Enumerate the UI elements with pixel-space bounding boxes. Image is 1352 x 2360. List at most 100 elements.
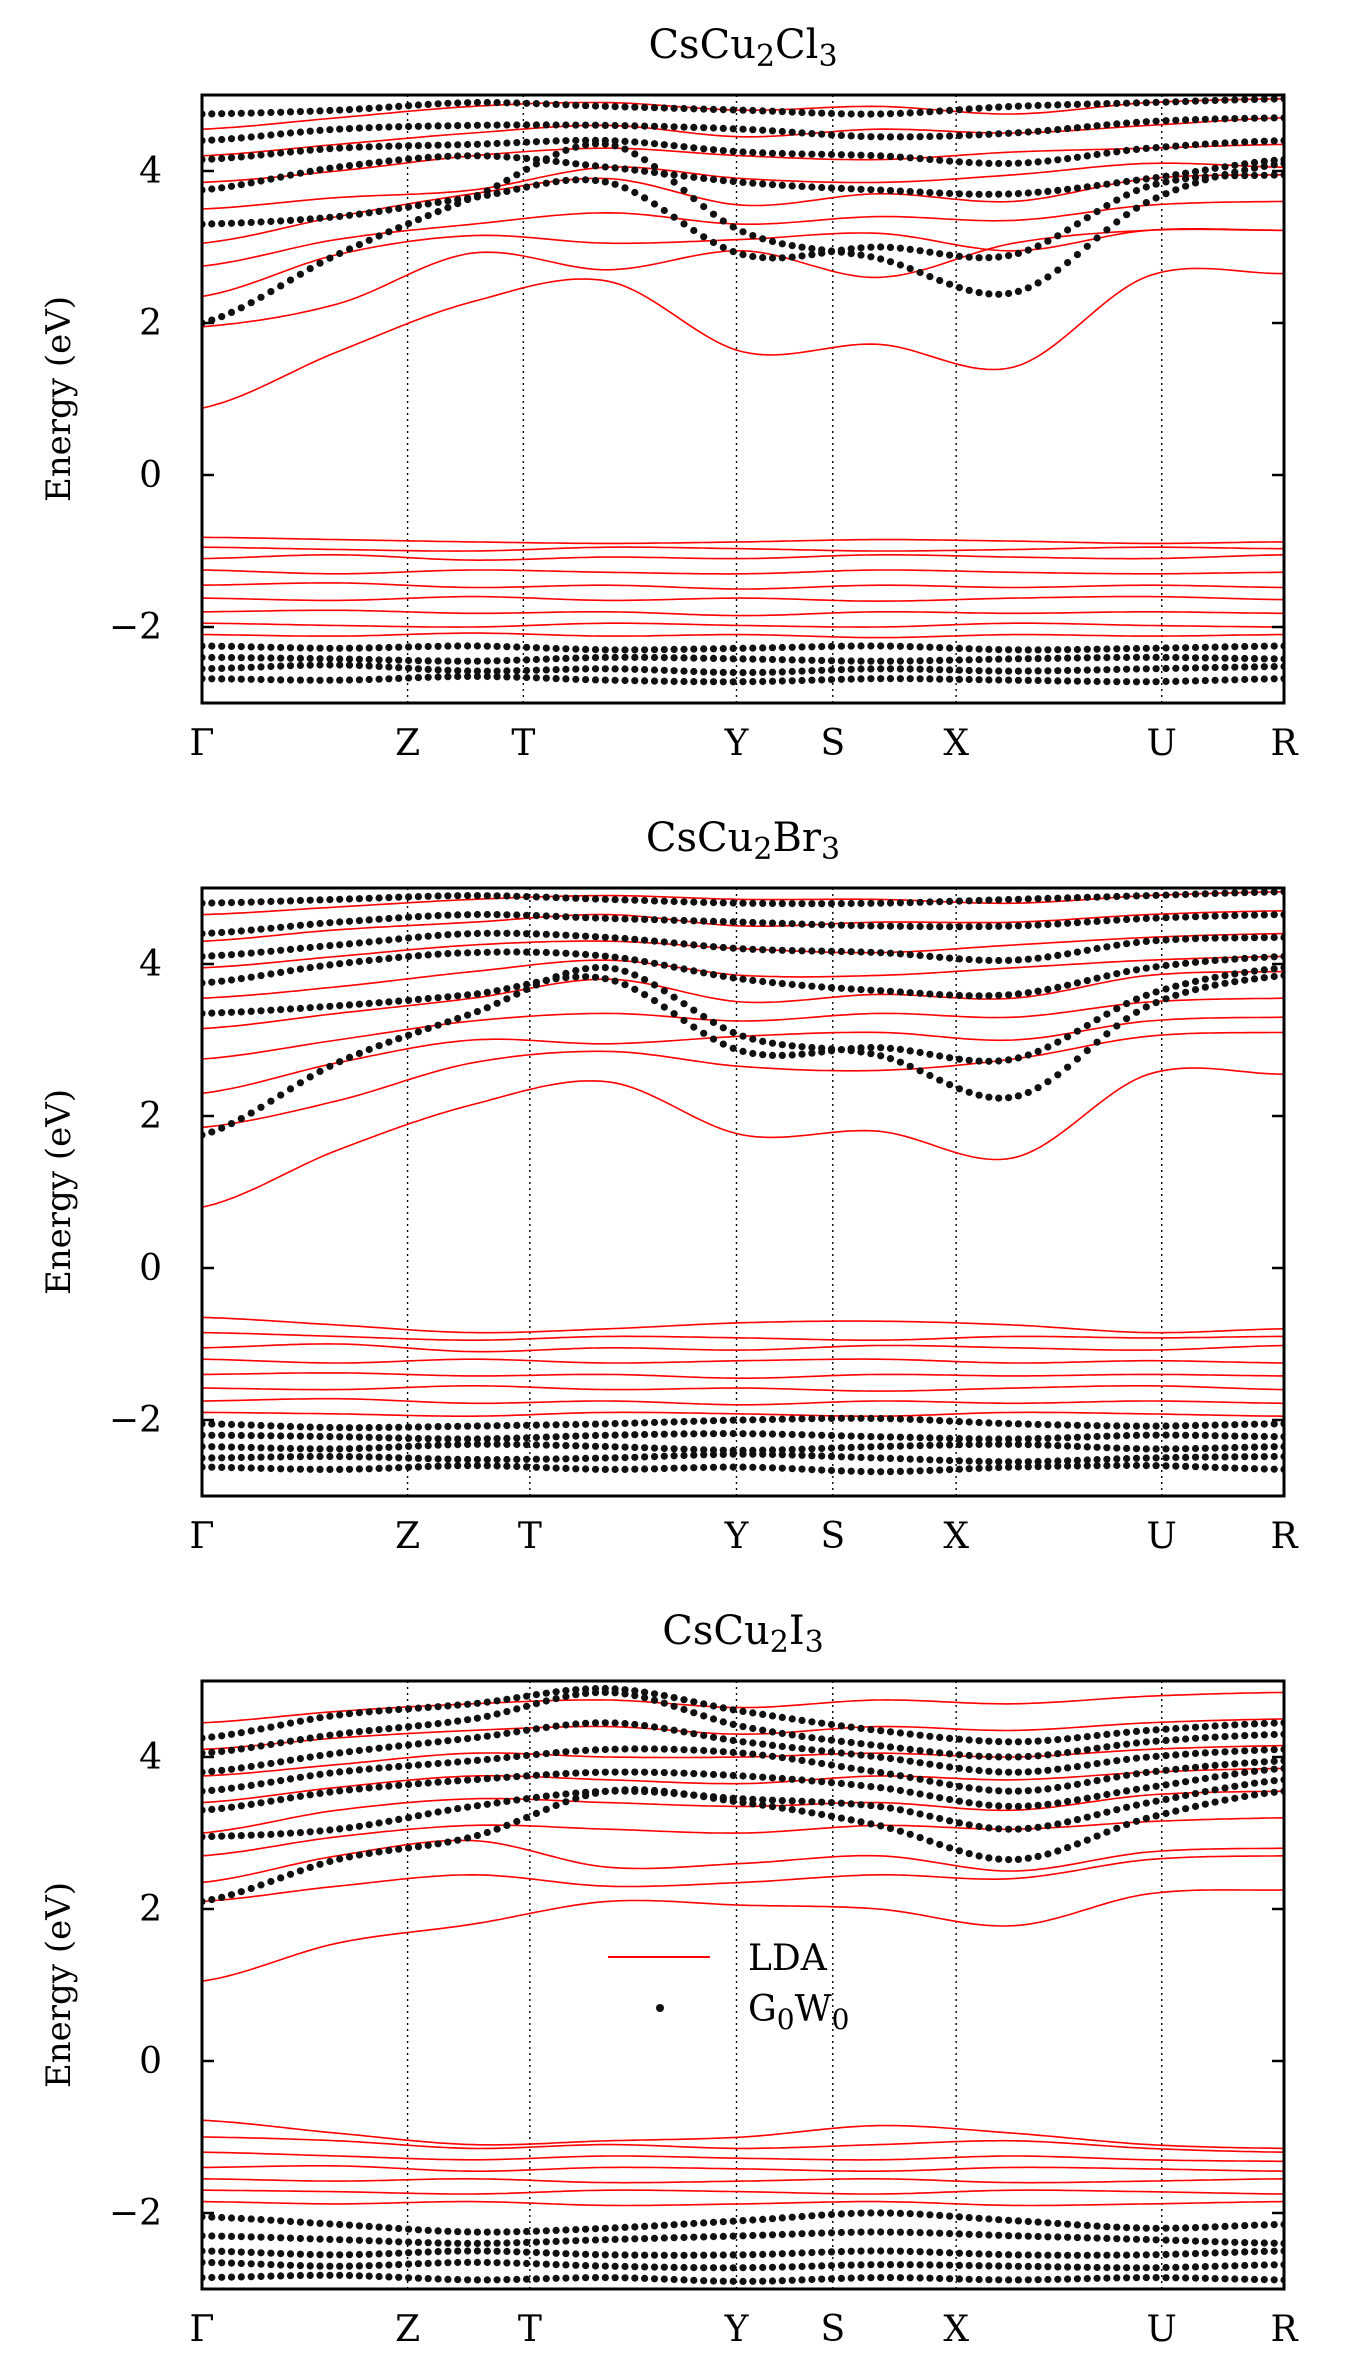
- gw-point: [1241, 1420, 1249, 1428]
- gw-point: [277, 1465, 285, 1473]
- gw-point: [552, 1801, 560, 1810]
- gw-point: [582, 2225, 590, 2233]
- gw-point: [1024, 1787, 1032, 1795]
- gw-point: [936, 1794, 944, 1802]
- gw-point: [1211, 1722, 1219, 1730]
- gw-point: [454, 1014, 462, 1023]
- gw-point: [316, 126, 324, 134]
- gw-point: [975, 667, 983, 675]
- lda-band: [202, 1817, 1284, 1857]
- gw-point: [424, 1703, 432, 1711]
- gw-point: [316, 1860, 324, 1868]
- gw-point: [1142, 183, 1150, 191]
- gw-point: [837, 666, 846, 674]
- gw-point: [1073, 948, 1081, 956]
- gw-point: [345, 245, 354, 253]
- gw-point: [1054, 1038, 1062, 1046]
- gw-point: [227, 154, 236, 162]
- gw-point: [1024, 159, 1032, 167]
- gw-point: [660, 122, 668, 131]
- gw-point: [1270, 1465, 1278, 1473]
- gw-point: [916, 657, 924, 665]
- gw-point: [1034, 2218, 1042, 2226]
- gw-point: [572, 1747, 580, 1755]
- gw-point: [227, 1746, 236, 1754]
- gw-point: [906, 657, 914, 665]
- gw-point: [267, 2216, 275, 2224]
- gw-point: [1142, 1768, 1150, 1777]
- gw-point: [995, 896, 1003, 904]
- gw-point: [749, 1450, 757, 1458]
- gw-point: [1162, 1752, 1170, 1760]
- gw-point: [1024, 1802, 1032, 1810]
- gw-point: [749, 899, 757, 907]
- gw-point: [621, 665, 629, 673]
- gw-point: [365, 956, 373, 965]
- gw-point: [1142, 991, 1150, 999]
- gw-point: [552, 1455, 560, 1463]
- gw-point: [650, 122, 659, 130]
- gw-point: [847, 948, 855, 956]
- gw-point: [454, 949, 462, 957]
- gw-point: [424, 200, 432, 208]
- gw-point: [641, 1688, 649, 1696]
- gw-point: [1103, 1775, 1111, 1783]
- gw-point: [562, 101, 570, 109]
- gw-point: [621, 676, 629, 685]
- gw-point: [1024, 667, 1032, 675]
- gw-point: [395, 123, 403, 131]
- gw-point: [1093, 1432, 1101, 1441]
- gw-point: [277, 2217, 285, 2225]
- gw-point: [1034, 1752, 1042, 1760]
- gw-point: [857, 1467, 865, 1476]
- gw-point: [936, 644, 944, 652]
- gw-point: [896, 1415, 905, 1423]
- gw-point: [562, 2237, 570, 2245]
- gw-point: [995, 253, 1003, 261]
- gw-point: [719, 1704, 727, 1712]
- gw-point: [454, 99, 462, 107]
- gw-point: [1132, 915, 1141, 923]
- gw-point: [542, 1689, 550, 1697]
- gw-point: [631, 653, 639, 662]
- gw-point: [532, 1455, 541, 1463]
- gw-point: [1073, 1442, 1081, 1450]
- gw-point: [867, 1726, 875, 1734]
- gw-point: [1093, 1744, 1101, 1752]
- gw-point: [493, 189, 501, 197]
- gw-point: [1250, 164, 1259, 172]
- gw-point: [719, 1771, 727, 1779]
- gw-point: [414, 893, 422, 901]
- gw-point: [749, 918, 757, 927]
- gw-point: [867, 1820, 875, 1828]
- lda-band: [202, 1067, 1284, 1208]
- gw-point: [218, 1747, 226, 1755]
- gw-point: [1132, 2235, 1141, 2243]
- gw-point: [405, 952, 413, 961]
- gw-point: [1034, 2251, 1042, 2259]
- gw-point: [1005, 1094, 1013, 1102]
- gw-point: [896, 2247, 905, 2255]
- gw-point: [1231, 663, 1239, 671]
- gw-point: [286, 1085, 295, 1093]
- gw-point: [729, 1430, 737, 1438]
- plot-frame: [200, 886, 1286, 1498]
- gw-point: [552, 1722, 560, 1730]
- lda-band: [202, 1855, 1284, 1903]
- gw-point: [385, 1453, 393, 1462]
- gw-point: [827, 2275, 836, 2283]
- gw-point: [1054, 1765, 1062, 1773]
- gw-point: [631, 646, 639, 654]
- gw-point: [591, 933, 600, 941]
- gw-point: [562, 1790, 570, 1798]
- gw-point: [621, 954, 629, 963]
- gw-point: [700, 1012, 708, 1021]
- gw-point: [778, 181, 786, 189]
- gw-point: [1113, 665, 1121, 674]
- gw-point: [975, 1785, 983, 1793]
- gw-point: [336, 249, 344, 258]
- gw-point: [424, 2248, 432, 2256]
- gw-point: [1172, 644, 1180, 652]
- gw-point: [759, 1710, 767, 1718]
- gw-point: [729, 2264, 737, 2272]
